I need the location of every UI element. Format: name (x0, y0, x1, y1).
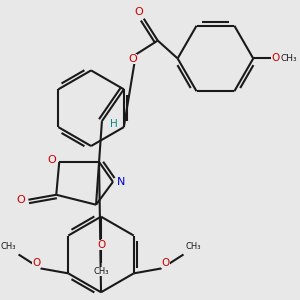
Text: O: O (97, 239, 105, 250)
Text: O: O (32, 258, 40, 268)
Text: O: O (271, 53, 279, 64)
Text: CH₃: CH₃ (93, 267, 109, 276)
Text: O: O (134, 7, 143, 17)
Text: CH₃: CH₃ (1, 242, 16, 251)
Text: O: O (16, 195, 25, 205)
Text: CH₃: CH₃ (186, 242, 201, 251)
Text: N: N (117, 177, 125, 187)
Text: H: H (110, 119, 118, 129)
Text: O: O (161, 258, 170, 268)
Text: CH₃: CH₃ (281, 54, 297, 63)
Text: O: O (128, 55, 137, 64)
Text: O: O (47, 155, 56, 165)
